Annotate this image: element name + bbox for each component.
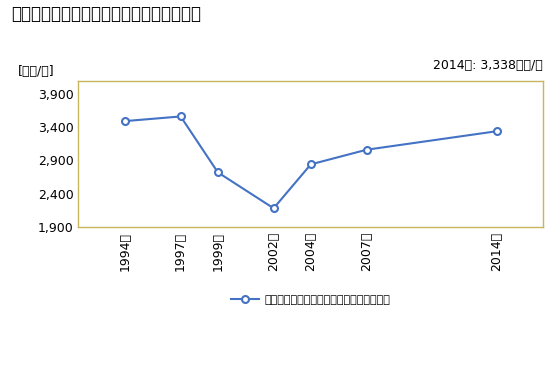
Text: [万円/人]: [万円/人] [18, 64, 55, 78]
Text: 卸売業の従業者一人当たり年間商品販売額: 卸売業の従業者一人当たり年間商品販売額 [11, 5, 201, 23]
Text: 2014年: 3,338万円/人: 2014年: 3,338万円/人 [433, 59, 543, 72]
Legend: 卸売業の従業者一人当たり年間商品販売額: 卸売業の従業者一人当たり年間商品販売額 [227, 290, 395, 309]
